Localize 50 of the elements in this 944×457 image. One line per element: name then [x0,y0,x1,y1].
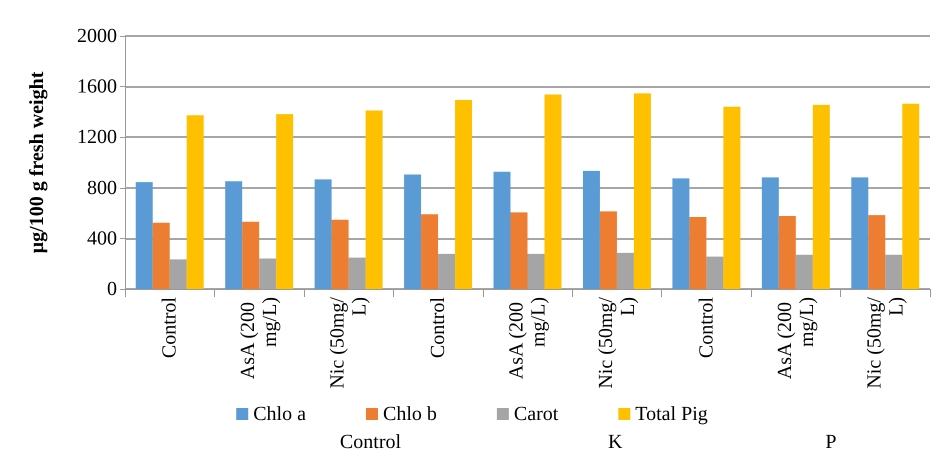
bar [634,93,651,289]
y-tick-label: 0 [107,278,117,300]
bar [689,217,706,289]
y-tick-label: 800 [87,176,117,199]
bar [851,177,868,289]
y-tick-label: 1600 [77,76,117,98]
y-tick-label: 1200 [77,126,117,148]
x-tick-label: AsA (200 mg/L) [237,297,282,380]
bar [600,211,617,289]
bar [582,170,600,289]
bar [186,115,204,289]
bar [332,220,349,289]
bar [455,100,472,289]
bar [723,106,740,289]
bar [812,104,830,289]
legend-label: Total Pig [635,403,708,425]
bar [225,181,242,289]
bar [314,179,332,289]
bar [152,222,170,289]
text: K [608,431,623,453]
bar [510,212,528,289]
legend-label: Chlo a [253,403,306,425]
x-tick-label: Nic (50mg/L) [594,296,639,389]
x-tick-label: AsA (200 mg/L) [774,297,818,380]
bar [136,182,153,289]
bar [544,94,562,289]
bar [778,216,796,289]
x-tick-label: Control [158,296,181,358]
y-axis-title: µg/100 g fresh weight [26,71,48,254]
y-tick-label: 400 [87,227,117,250]
bar [404,174,422,289]
text: Control [340,431,402,453]
bar [276,114,294,289]
y-tick-label: 2000 [77,25,117,47]
x-tick-label: Nic (50mg/L) [326,296,371,389]
legend-label: Chlo b [382,403,437,425]
legend-label: Carot [514,403,559,425]
bar [672,178,690,289]
bar [494,172,511,289]
bar [366,110,383,289]
x-tick-label: Control [695,296,718,358]
x-tick-label: Nic (50mg/L) [863,296,908,389]
bar [762,177,779,289]
bar [242,222,260,289]
x-tick-label: AsA (200 mg/L) [506,297,550,380]
bar [902,104,920,289]
bar [868,215,886,289]
text: P [825,431,836,453]
bar [421,214,438,289]
x-tick-label: Control [427,296,450,358]
